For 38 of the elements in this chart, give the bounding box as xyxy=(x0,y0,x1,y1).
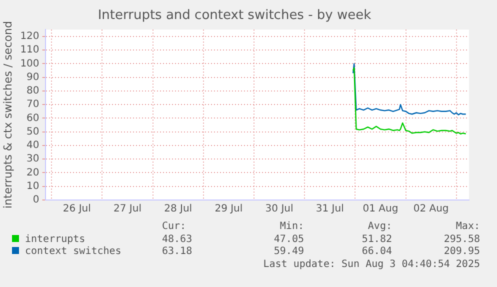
text: Cur: xyxy=(162,221,188,234)
y-tick-label: 0 xyxy=(32,194,40,206)
text: Min: xyxy=(278,221,304,234)
x-tick-label: 27 Jul xyxy=(114,204,142,215)
y-tick-label: 20 xyxy=(26,167,40,178)
y-tick-label: 90 xyxy=(26,72,40,83)
x-tick-label: 29 Jul xyxy=(214,204,243,215)
x-tick-label: 31 Jul xyxy=(316,204,344,215)
legend-label: interrupts xyxy=(24,234,86,246)
legend-label: context switches xyxy=(24,246,122,258)
text: 66.04 xyxy=(360,246,392,258)
y-tick-label: 100 xyxy=(20,58,40,70)
text: 51.82 xyxy=(360,234,392,246)
y-tick-label: 80 xyxy=(26,86,40,97)
text: Max: xyxy=(454,221,480,234)
y-tick-label: 50 xyxy=(26,126,40,138)
x-tick-label: 01 Aug xyxy=(362,204,398,215)
text: Avg: xyxy=(366,221,392,234)
text: 59.49 xyxy=(272,246,304,258)
chart-title: Interrupts and context switches - by week xyxy=(98,8,372,24)
text: Last update: Sun Aug 3 04:40:54 2025 xyxy=(262,258,480,271)
y-tick-label: 60 xyxy=(26,112,40,124)
text: 48.63 xyxy=(162,234,194,246)
y-axis-title: interrupts & ctx switches / second xyxy=(1,21,14,209)
y-tick-label: 30 xyxy=(26,154,40,165)
text: 63.18 xyxy=(162,246,194,258)
y-tick-label: 40 xyxy=(26,140,40,152)
x-tick-label: 02 Aug xyxy=(413,204,449,215)
y-tick-label: 70 xyxy=(26,99,40,110)
text: 295.58 xyxy=(442,234,480,246)
y-tick-label: 120 xyxy=(20,31,40,42)
text: 47.05 xyxy=(272,234,304,246)
text: 209.95 xyxy=(442,246,480,258)
y-tick-label: 110 xyxy=(20,44,40,56)
y-tick-label: 10 xyxy=(26,180,40,192)
x-tick-label: 28 Jul xyxy=(164,204,192,215)
x-tick-label: 30 Jul xyxy=(265,204,294,215)
x-tick-label: 26 Jul xyxy=(62,204,91,215)
